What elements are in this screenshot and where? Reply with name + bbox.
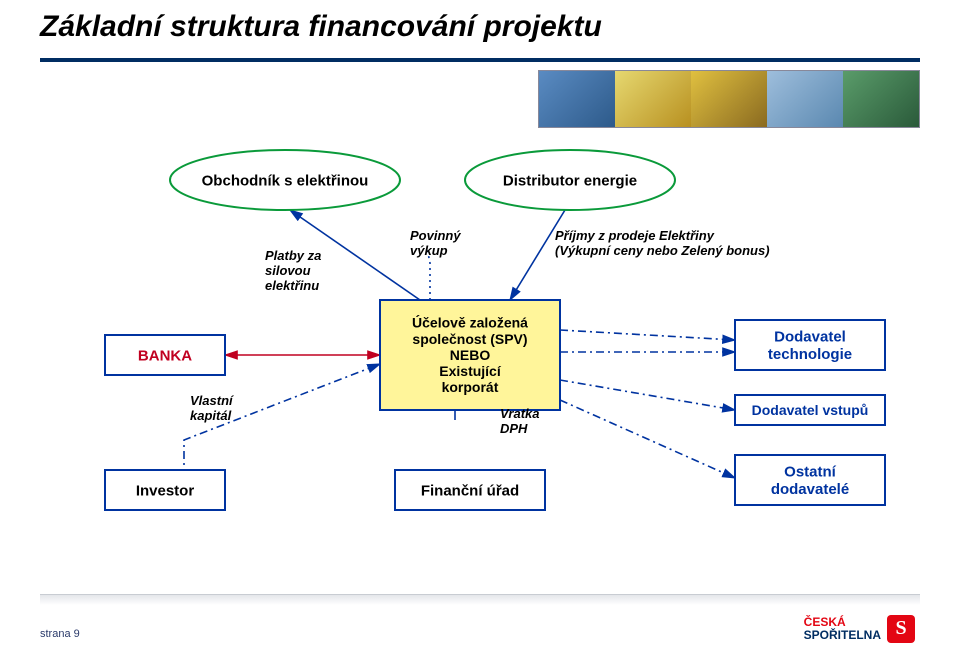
node-label-investor: Investor xyxy=(136,482,195,499)
label-vlastni: Vlastníkapitál xyxy=(190,393,234,423)
node-label-obchodnik: Obchodník s elektřinou xyxy=(202,172,369,189)
edge xyxy=(560,400,735,478)
logo-line2: SPOŘITELNA xyxy=(804,628,881,642)
node-label-dod_vstup: Dodavatel vstupů xyxy=(752,402,869,418)
label-prijmy: Příjmy z prodeje Elektřiny(Výkupní ceny … xyxy=(555,228,770,258)
logo-icon xyxy=(887,615,915,643)
edge xyxy=(560,380,735,410)
label-vratka: VratkaDPH xyxy=(500,406,540,436)
node-label-distributor: Distributor energie xyxy=(503,172,637,189)
footer-separator xyxy=(40,594,920,605)
node-label-banka: BANKA xyxy=(138,347,192,364)
edge xyxy=(560,330,735,340)
label-povinny: Povinnývýkup xyxy=(410,228,461,258)
page-number: strana 9 xyxy=(40,628,80,640)
node-label-finurad: Finanční úřad xyxy=(421,482,519,499)
diagram-canvas: Obchodník s elektřinou Distributor energi… xyxy=(0,0,960,665)
label-platby: Platby zasilovouelektřinu xyxy=(265,248,321,293)
bank-logo: ČESKÁ SPOŘITELNA xyxy=(804,615,915,643)
node-label-dod_tech: Dodavateltechnologie xyxy=(768,329,852,363)
